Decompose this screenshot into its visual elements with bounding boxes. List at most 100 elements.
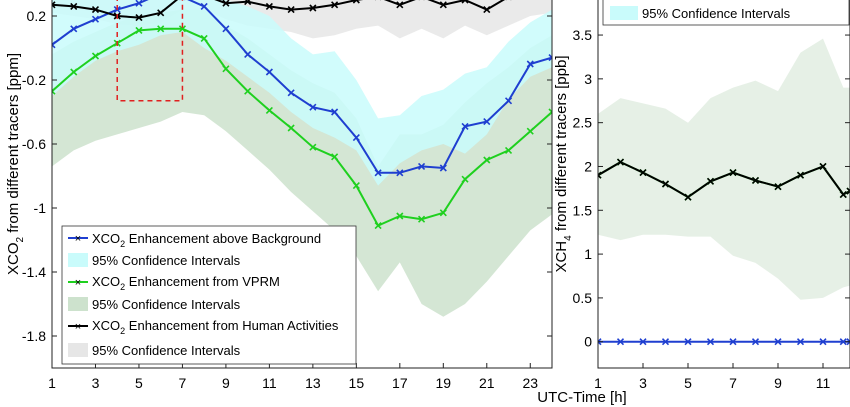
- data-point: [526, 127, 534, 135]
- legend-label-background-ci: 95% Confidence Intervals: [92, 253, 241, 268]
- series-markers: [52, 0, 552, 230]
- data-point: [265, 2, 273, 10]
- data-point: [639, 169, 647, 177]
- series-line-2: [52, 0, 506, 19]
- ci-band-1: [52, 9, 552, 317]
- data-point: [729, 338, 737, 346]
- y-tick-label: 2: [584, 158, 592, 174]
- legend: × XCO2 Enhancement above Background 95% …: [61, 225, 357, 365]
- data-point: [839, 338, 847, 346]
- legend-label-vprm-ci: 95% Confidence Intervals: [92, 297, 241, 312]
- data-point: [396, 1, 404, 9]
- data-point: [751, 338, 760, 346]
- data-point: [157, 25, 165, 33]
- xch4-panel: 1 3 5 7 9 11 0 0.5 1 1.5 2 2.5 3 3.5 XCH4 from diffe…: [553, 0, 850, 391]
- data-point: [684, 338, 692, 346]
- data-point: [244, 87, 252, 95]
- data-point: [548, 54, 552, 62]
- x-axis-ticks: 1 3 5 7 9 11 13 15 17 19 21 23: [48, 363, 538, 391]
- data-point: [526, 60, 534, 68]
- data-point: [461, 122, 469, 130]
- data-point: [616, 158, 625, 166]
- annotation-dashed-box: [116, 0, 184, 102]
- data-point: [819, 162, 827, 171]
- data-point: [135, 14, 143, 22]
- x-axis-label: UTC-Time [h]: [537, 389, 626, 406]
- y-tick-label: 3.5: [573, 27, 593, 43]
- data-point: [178, 25, 187, 33]
- data-point: [706, 338, 715, 346]
- data-point: [200, 2, 208, 10]
- y-tick-label: 0.5: [573, 290, 593, 306]
- data-point: [52, 41, 56, 49]
- data-point: [52, 87, 56, 95]
- series-lines: [52, 0, 552, 227]
- data-point: [157, 9, 165, 17]
- x-tick-label: 5: [135, 375, 143, 391]
- data-point: [91, 15, 100, 23]
- legend-box: [61, 225, 357, 365]
- plot-frame: [597, 0, 850, 369]
- y-axis-ticks: 0.2 -0.2 -0.6 -1 -1.4 -1.8: [22, 8, 552, 344]
- legend-label-main: XCO: [92, 274, 120, 289]
- x-axis-ticks: 1 3 5 7 9 11: [594, 363, 830, 391]
- x-tick-label: 13: [305, 375, 321, 391]
- legend-marker-vprm: ×: [75, 277, 81, 289]
- x-tick-label: 1: [48, 375, 56, 391]
- x-tick-label: 19: [436, 375, 452, 391]
- data-point: [661, 338, 670, 346]
- data-point: [70, 2, 78, 10]
- data-point: [504, 146, 513, 154]
- data-point: [439, 164, 447, 172]
- x-tick-label: 17: [392, 375, 408, 391]
- x-tick-label: 7: [729, 375, 737, 391]
- data-point: [846, 338, 850, 346]
- y-tick-label: 2.5: [573, 115, 593, 131]
- data-point: [598, 171, 602, 179]
- data-point: [439, 1, 447, 9]
- x-tick-label: 1: [594, 375, 602, 391]
- data-point: [244, 50, 252, 58]
- data-point: [439, 209, 447, 217]
- ylabel-main: XCH: [553, 241, 570, 273]
- legend-patch-vprm-ci: [68, 297, 88, 311]
- y-tick-label: -1.4: [22, 264, 46, 280]
- legend-label-sub: 2: [120, 239, 125, 249]
- legend-marker-background: ×: [75, 233, 81, 245]
- data-point: [461, 0, 469, 4]
- data-point: [661, 180, 670, 188]
- x-tick-label: 15: [349, 375, 365, 391]
- data-point: [483, 156, 491, 164]
- ci-band-2: [598, 38, 850, 300]
- y-tick-label: -0.6: [22, 136, 46, 152]
- data-point: [483, 118, 491, 126]
- data-point: [222, 65, 230, 73]
- data-point: [135, 26, 143, 34]
- data-point: [287, 124, 295, 132]
- ci-band-0: [52, 0, 552, 186]
- data-point: [352, 134, 360, 142]
- legend-marker-human: ×: [75, 321, 81, 333]
- y-tick-label: -0.2: [22, 72, 46, 88]
- data-point: [70, 68, 78, 76]
- legend-label-main: XCO: [92, 231, 120, 246]
- data-point: [309, 143, 317, 151]
- data-point: [91, 52, 100, 60]
- ylabel-main: XCO: [5, 243, 22, 276]
- data-point: [309, 103, 317, 111]
- y-axis-label: XCH4 from different tracers [ppb]: [553, 55, 574, 272]
- data-point: [774, 183, 782, 191]
- data-point: [287, 6, 295, 14]
- data-point: [265, 68, 273, 76]
- legend-patch-human-ci: [68, 343, 88, 357]
- x-tick-label: 5: [684, 375, 692, 391]
- legend-label-rest: Enhancement above Background: [125, 231, 321, 246]
- legend-patch-ci: [610, 6, 638, 20]
- legend: 95% Confidence Intervals: [602, 0, 850, 26]
- data-point: [598, 338, 602, 346]
- data-point: [839, 190, 847, 199]
- x-tick-label: 11: [262, 375, 277, 391]
- legend-label-rest: Enhancement from VPRM: [125, 274, 280, 289]
- legend-label-rest: Enhancement from Human Activities: [125, 318, 339, 333]
- legend-patch-background-ci: [68, 253, 88, 267]
